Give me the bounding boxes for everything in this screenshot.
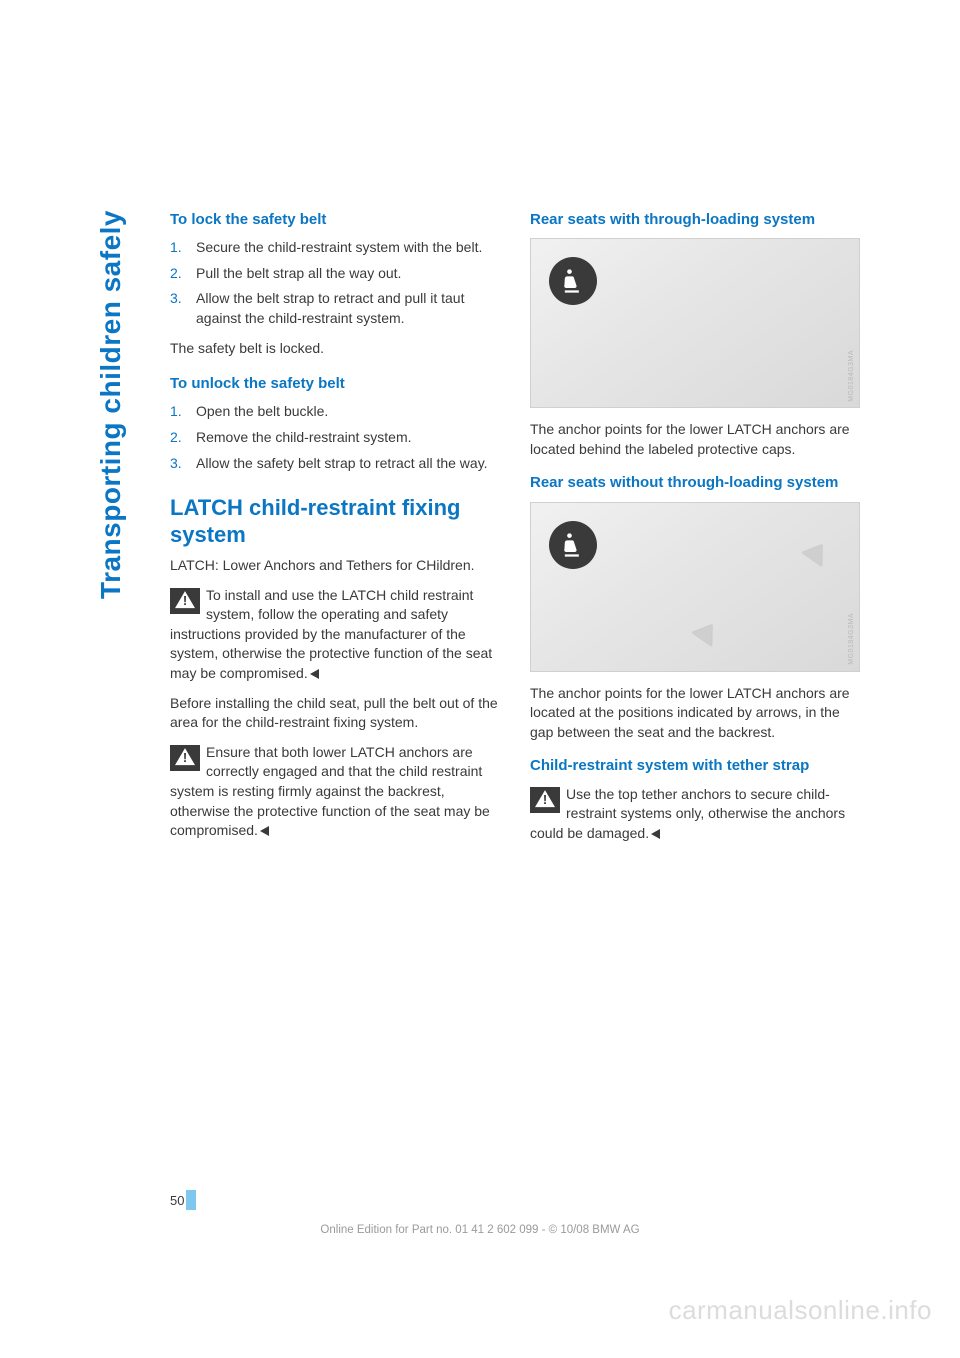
- list-item: Pull the belt strap all the way out.: [170, 264, 500, 284]
- child-seat-icon: [549, 257, 597, 305]
- page-number-text: 50: [170, 1193, 184, 1208]
- heading-unlock-belt: To unlock the safety belt: [170, 374, 500, 394]
- heading-without-through: Rear seats without through-loading syste…: [530, 473, 860, 493]
- right-column: Rear seats with through-loading system M…: [530, 210, 860, 854]
- list-item: Allow the belt strap to retract and pull…: [170, 289, 500, 328]
- footer-text: Online Edition for Part no. 01 41 2 602 …: [0, 1224, 960, 1236]
- warning-block: Use the top tether anchors to secure chi…: [530, 785, 860, 844]
- arrow-icon: [692, 617, 722, 646]
- content-columns: To lock the safety belt Secure the child…: [170, 210, 860, 854]
- manual-page: Transporting children safely To lock the…: [0, 0, 960, 1358]
- warning-icon: [170, 745, 200, 771]
- list-item: Open the belt buckle.: [170, 402, 500, 422]
- page-number: 50: [170, 1190, 196, 1210]
- figure-without-through: MG0184G3MA: [530, 502, 860, 672]
- through-caption: The anchor points for the lower LATCH an…: [530, 420, 860, 459]
- warning-text: To install and use the LATCH child restr…: [170, 587, 492, 681]
- figure-code: MG0184G3MA: [848, 613, 855, 665]
- list-item: Allow the safety belt strap to retract a…: [170, 454, 500, 474]
- latch-mid-text: Before installing the child seat, pull t…: [170, 694, 500, 733]
- end-mark-icon: [260, 826, 269, 836]
- warning-icon: [530, 787, 560, 813]
- side-tab-title: Transporting children safely: [95, 210, 127, 599]
- end-mark-icon: [310, 669, 319, 679]
- end-mark-icon: [651, 829, 660, 839]
- without-caption: The anchor points for the lower LATCH an…: [530, 684, 860, 743]
- page-number-bar: [186, 1190, 196, 1210]
- warning-icon: [170, 588, 200, 614]
- warning-text: Use the top tether anchors to secure chi…: [530, 786, 845, 841]
- heading-latch-system: LATCH child-restraint fixing system: [170, 495, 500, 548]
- heading-tether-strap: Child-restraint system with tether strap: [530, 756, 860, 776]
- list-item: Secure the child-restraint system with t…: [170, 238, 500, 258]
- unlock-steps-list: Open the belt buckle. Remove the child-r…: [170, 402, 500, 473]
- lock-after-text: The safety belt is locked.: [170, 339, 500, 359]
- heading-lock-belt: To lock the safety belt: [170, 210, 500, 230]
- warning-block: Ensure that both lower LATCH anchors are…: [170, 743, 500, 841]
- figure-through-loading: MG0184G3MA: [530, 238, 860, 408]
- left-column: To lock the safety belt Secure the child…: [170, 210, 500, 854]
- figure-code: MG0184G3MA: [848, 350, 855, 402]
- warning-text: Ensure that both lower LATCH anchors are…: [170, 744, 490, 838]
- latch-intro: LATCH: Lower Anchors and Tethers for CHi…: [170, 556, 500, 576]
- warning-block: To install and use the LATCH child restr…: [170, 586, 500, 684]
- watermark-text: carmanualsonline.info: [669, 1295, 932, 1326]
- heading-through-loading: Rear seats with through-loading system: [530, 210, 860, 230]
- arrow-icon: [802, 537, 832, 566]
- child-seat-icon: [549, 521, 597, 569]
- lock-steps-list: Secure the child-restraint system with t…: [170, 238, 500, 328]
- list-item: Remove the child-restraint system.: [170, 428, 500, 448]
